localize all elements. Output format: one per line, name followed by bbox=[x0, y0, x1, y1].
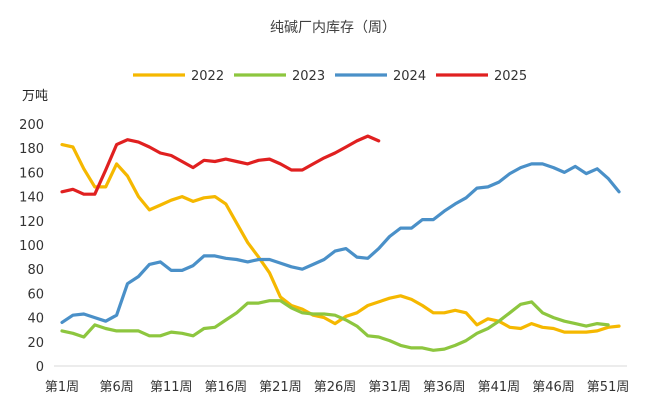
y-tick-label: 20 bbox=[27, 336, 44, 351]
y-tick-label: 160 bbox=[19, 166, 44, 181]
legend-label-2023: 2023 bbox=[292, 69, 325, 84]
y-tick-label: 120 bbox=[19, 215, 44, 230]
legend-label-2024: 2024 bbox=[393, 69, 426, 84]
x-tick-label: 第31周 bbox=[368, 380, 411, 395]
y-tick-label: 140 bbox=[19, 191, 44, 206]
y-tick-label: 0 bbox=[36, 360, 44, 375]
x-tick-label: 第46周 bbox=[532, 380, 575, 395]
chart-title: 纯碱厂内库存（周） bbox=[270, 20, 396, 36]
x-tick-label: 第36周 bbox=[423, 380, 466, 395]
x-tick-label: 第1周 bbox=[45, 380, 79, 395]
x-tick-label: 第21周 bbox=[259, 380, 302, 395]
y-tick-label: 180 bbox=[19, 142, 44, 157]
series-line-2024 bbox=[60, 162, 621, 324]
series-line-2023 bbox=[60, 299, 610, 352]
series-line-2025 bbox=[60, 134, 381, 196]
x-tick-label: 第6周 bbox=[99, 380, 133, 395]
x-axis: 第1周 第6周 第11周 第16周 第21周 第26周 第31周 第36周 第41周 第46周 第5… bbox=[45, 380, 629, 395]
legend-label-2025: 2025 bbox=[494, 69, 527, 84]
y-axis-unit-label: 万吨 bbox=[22, 89, 48, 104]
x-tick-label: 第51周 bbox=[587, 380, 630, 395]
series-lines bbox=[60, 134, 621, 352]
x-tick-label: 第41周 bbox=[478, 380, 521, 395]
y-tick-label: 40 bbox=[27, 312, 44, 327]
y-tick-label: 200 bbox=[19, 118, 44, 133]
y-tick-label: 60 bbox=[27, 287, 44, 302]
x-tick-label: 第11周 bbox=[150, 380, 193, 395]
legend: 2022 2023 2024 2025 bbox=[133, 69, 527, 84]
x-tick-label: 第26周 bbox=[314, 380, 357, 395]
y-tick-label: 80 bbox=[27, 263, 44, 278]
y-axis: 0 20 40 60 80 100 120 140 160 180 200 bbox=[19, 118, 44, 375]
x-tick-label: 第16周 bbox=[205, 380, 248, 395]
y-tick-label: 100 bbox=[19, 239, 44, 254]
series-line-2022 bbox=[60, 143, 621, 334]
legend-label-2022: 2022 bbox=[191, 69, 224, 84]
